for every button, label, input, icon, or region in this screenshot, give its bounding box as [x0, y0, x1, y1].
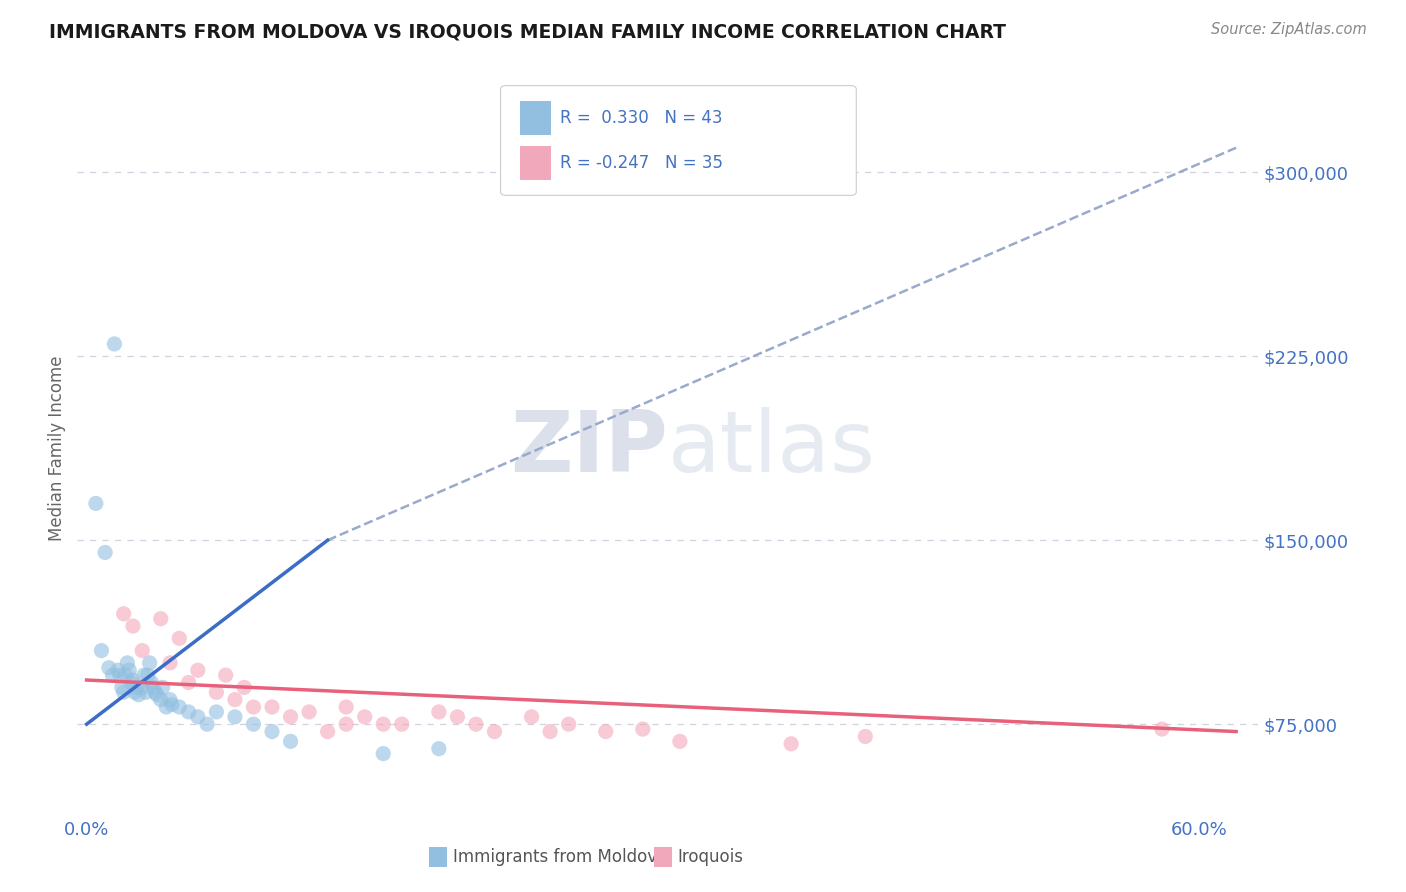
Text: R =  0.330   N = 43: R = 0.330 N = 43 — [560, 109, 723, 127]
Point — [260, 724, 283, 739]
Point — [149, 692, 172, 706]
Point — [373, 747, 395, 761]
Point — [149, 612, 172, 626]
Point — [335, 700, 357, 714]
Point — [1150, 722, 1173, 736]
Point — [131, 643, 153, 657]
Point — [631, 722, 654, 736]
Point — [335, 717, 357, 731]
Point — [142, 681, 165, 695]
Point — [118, 663, 141, 677]
Point — [143, 685, 166, 699]
Point — [111, 681, 134, 695]
Point — [373, 717, 395, 731]
Point — [780, 737, 803, 751]
Point — [669, 734, 692, 748]
Point — [316, 724, 339, 739]
Point — [101, 668, 124, 682]
Point — [205, 705, 228, 719]
Point — [195, 717, 218, 731]
Point — [159, 692, 181, 706]
Point — [446, 710, 468, 724]
Point — [146, 688, 169, 702]
Point — [112, 607, 135, 621]
Point — [132, 668, 155, 682]
Point — [557, 717, 579, 731]
Point — [136, 668, 159, 682]
Point — [138, 656, 160, 670]
Point — [160, 698, 183, 712]
Point — [107, 663, 129, 677]
Point — [853, 730, 876, 744]
Point — [122, 619, 145, 633]
Point — [214, 668, 236, 682]
Point — [298, 705, 321, 719]
Point — [155, 700, 177, 714]
Text: Iroquois: Iroquois — [678, 848, 744, 866]
Point — [108, 668, 131, 682]
Point — [427, 705, 450, 719]
Point — [280, 710, 302, 724]
Point — [520, 710, 543, 724]
Text: Source: ZipAtlas.com: Source: ZipAtlas.com — [1211, 22, 1367, 37]
Point — [224, 692, 246, 706]
Point — [233, 681, 256, 695]
Point — [242, 717, 264, 731]
Text: ZIP: ZIP — [510, 407, 668, 490]
Point — [152, 681, 174, 695]
Point — [122, 673, 145, 687]
Point — [169, 632, 191, 646]
Point — [224, 710, 246, 724]
Point — [131, 681, 153, 695]
Point — [169, 700, 191, 714]
Point — [124, 685, 146, 699]
Point — [141, 675, 163, 690]
Point — [135, 685, 157, 699]
Point — [90, 643, 112, 657]
Point — [120, 675, 142, 690]
Point — [465, 717, 488, 731]
Point — [103, 337, 125, 351]
Point — [94, 545, 117, 559]
Point — [177, 675, 200, 690]
Text: atlas: atlas — [668, 407, 876, 490]
Point — [538, 724, 561, 739]
Point — [427, 741, 450, 756]
Point — [280, 734, 302, 748]
Point — [117, 656, 139, 670]
Point — [84, 496, 107, 510]
Point — [484, 724, 506, 739]
Point — [595, 724, 617, 739]
Point — [128, 688, 150, 702]
Point — [159, 656, 181, 670]
Point — [353, 710, 375, 724]
Text: Immigrants from Moldova: Immigrants from Moldova — [453, 848, 666, 866]
Y-axis label: Median Family Income: Median Family Income — [48, 356, 66, 541]
Point — [177, 705, 200, 719]
Point — [187, 663, 209, 677]
Point — [205, 685, 228, 699]
Point — [260, 700, 283, 714]
Point — [391, 717, 413, 731]
Point — [187, 710, 209, 724]
Point — [242, 700, 264, 714]
Point — [97, 661, 120, 675]
Text: R = -0.247   N = 35: R = -0.247 N = 35 — [560, 154, 723, 172]
Point — [125, 681, 148, 695]
Point — [114, 668, 136, 682]
Point — [112, 685, 135, 699]
Text: IMMIGRANTS FROM MOLDOVA VS IROQUOIS MEDIAN FAMILY INCOME CORRELATION CHART: IMMIGRANTS FROM MOLDOVA VS IROQUOIS MEDI… — [49, 22, 1007, 41]
